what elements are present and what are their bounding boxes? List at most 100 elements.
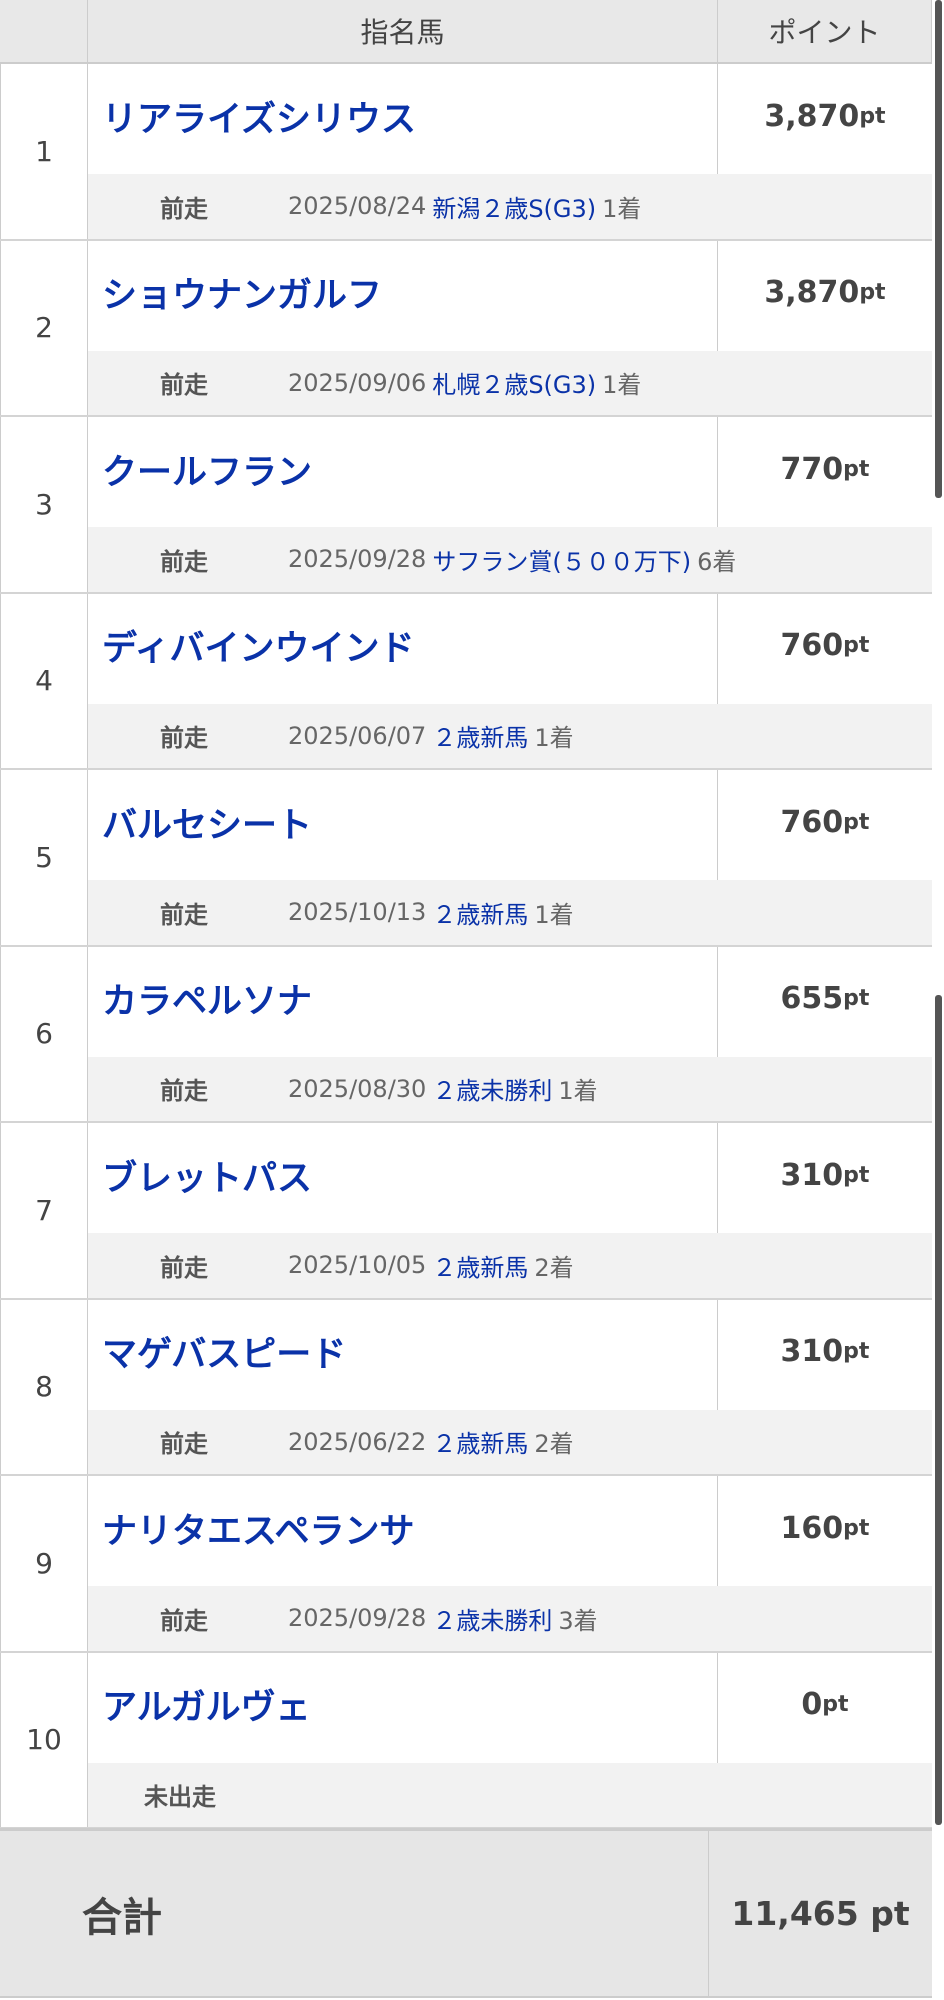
points-unit: pt xyxy=(843,809,870,835)
prev-race-info: 前走 2025/09/28 ２歳未勝利 3着 xyxy=(88,1586,932,1651)
points-value: 760 xyxy=(780,804,844,840)
points-value: 770 xyxy=(780,451,844,487)
horse-points: 3,870 pt xyxy=(718,241,932,351)
points-unit: pt xyxy=(859,103,886,129)
table-row: 6 カラペルソナ 655 pt 前走 2025/08/30 ２歳未勝利 1着 xyxy=(0,946,932,1123)
prev-race-date: 2025/06/22 xyxy=(288,1427,427,1456)
horse-name-link[interactable]: カラペルソナ xyxy=(88,946,718,1057)
prev-race-label: 前走 xyxy=(160,1430,208,1459)
horse-points: 760 pt xyxy=(718,594,932,704)
prev-race-link[interactable]: 新潟２歳S(G3) xyxy=(432,194,597,223)
rank: 8 xyxy=(0,1299,88,1474)
table-row: 7 ブレットパス 310 pt 前走 2025/10/05 ２歳新馬 2着 xyxy=(0,1123,932,1300)
points-unit: pt xyxy=(843,633,870,658)
horse-name-link[interactable]: リアライズシリウス xyxy=(88,64,718,174)
points-value: 160 xyxy=(780,1510,844,1546)
prev-race-link[interactable]: ２歳新馬 xyxy=(432,1253,529,1282)
header-rank xyxy=(0,0,88,62)
header-horse: 指名馬 xyxy=(88,0,718,62)
prev-race-link[interactable]: サフラン賞(５００万下) xyxy=(432,547,692,576)
table-row: 1 リアライズシリウス 3,870 pt 前走 2025/08/24 新潟２歳S(… xyxy=(0,64,932,241)
prev-race-link[interactable]: ２歳未勝利 xyxy=(432,1606,553,1635)
prev-race-link[interactable]: ２歳新馬 xyxy=(432,1430,529,1459)
horse-points: 760 pt xyxy=(718,770,932,880)
table-row: 5 バルセシート 760 pt 前走 2025/10/13 ２歳新馬 1着 xyxy=(0,770,932,947)
points-unit: pt xyxy=(843,986,870,1011)
prev-race-label: 前走 xyxy=(160,371,208,400)
points-value: 0 xyxy=(801,1687,823,1722)
points-unit: pt xyxy=(859,280,886,305)
points-value: 655 xyxy=(780,981,844,1016)
points-value: 3,870 xyxy=(764,98,860,134)
header-points: ポイント xyxy=(718,0,932,62)
horse-points: 655 pt xyxy=(718,947,932,1057)
prev-race-info: 前走 2025/10/05 ２歳新馬 2着 xyxy=(88,1233,932,1298)
prev-race-result: 1着 xyxy=(558,1077,598,1106)
horse-points: 770 pt xyxy=(718,417,932,527)
horse-points: 160 pt xyxy=(718,1476,932,1586)
prev-race-date: 2025/09/06 xyxy=(288,368,427,397)
points-value: 3,870 xyxy=(764,275,860,310)
rank: 10 xyxy=(0,1652,88,1827)
horse-name-link[interactable]: ディバインウインド xyxy=(88,593,718,704)
points-unit: pt xyxy=(843,456,870,482)
not-started-label: 未出走 xyxy=(144,1783,216,1812)
prev-race-link[interactable]: 札幌２歳S(G3) xyxy=(432,371,597,400)
table-row: 4 ディバインウインド 760 pt 前走 2025/06/07 ２歳新馬 1着 xyxy=(0,593,932,770)
prev-race-date: 2025/08/24 xyxy=(288,192,427,221)
points-unit: pt xyxy=(822,1692,849,1717)
horse-name-link[interactable]: ショウナンガルフ xyxy=(88,240,718,351)
rank: 9 xyxy=(0,1476,88,1651)
prev-race-result: 1着 xyxy=(602,194,642,223)
points-unit: pt xyxy=(843,1162,870,1188)
points-value: 310 xyxy=(780,1334,844,1369)
prev-race-date: 2025/09/28 xyxy=(288,1604,427,1633)
prev-race-label: 前走 xyxy=(160,1606,208,1635)
horse-name-link[interactable]: バルセシート xyxy=(88,770,718,880)
horse-name-link[interactable]: ブレットパス xyxy=(88,1123,718,1233)
table-row: 2 ショウナンガルフ 3,870 pt 前走 2025/09/06 札幌２歳S(G… xyxy=(0,240,932,417)
horse-name-link[interactable]: ナリタエスペランサ xyxy=(88,1476,718,1586)
prev-race-label: 前走 xyxy=(160,724,208,753)
prev-race-result: 2着 xyxy=(534,1253,574,1282)
points-value: 310 xyxy=(780,1157,844,1193)
prev-race-label: 前走 xyxy=(160,547,208,576)
rank: 3 xyxy=(0,417,88,592)
prev-race-info: 前走 2025/06/07 ２歳新馬 1着 xyxy=(88,703,932,768)
prev-race-info: 前走 2025/06/22 ２歳新馬 2着 xyxy=(88,1409,932,1474)
prev-race-info: 前走 2025/08/30 ２歳未勝利 1着 xyxy=(88,1056,932,1121)
total-row: 合計 11,465 pt xyxy=(0,1828,932,1998)
prev-race-label: 前走 xyxy=(160,1077,208,1106)
points-unit: pt xyxy=(843,1515,870,1541)
horse-name-link[interactable]: マゲバスピード xyxy=(88,1299,718,1410)
table-row: 3 クールフラン 770 pt 前走 2025/09/28 サフラン賞(５００万下… xyxy=(0,417,932,594)
points-value: 760 xyxy=(780,628,844,663)
horse-points: 310 pt xyxy=(718,1123,932,1233)
table-header: 指名馬 ポイント xyxy=(0,0,932,64)
prev-race-result: 1着 xyxy=(534,724,574,753)
prev-race-result: 1着 xyxy=(534,900,574,929)
scrollbar-thumb[interactable] xyxy=(935,0,942,498)
total-label: 合計 xyxy=(0,1831,709,1996)
prev-race-result: 2着 xyxy=(534,1430,574,1459)
inner-scrollbar-thumb[interactable] xyxy=(935,995,942,1825)
prev-race-link[interactable]: ２歳新馬 xyxy=(432,900,529,929)
rank: 1 xyxy=(0,64,88,239)
table-row: 8 マゲバスピード 310 pt 前走 2025/06/22 ２歳新馬 2着 xyxy=(0,1299,932,1476)
points-unit: pt xyxy=(843,1339,870,1364)
prev-race-link[interactable]: ２歳新馬 xyxy=(432,724,529,753)
rank: 4 xyxy=(0,593,88,768)
prev-race-date: 2025/06/07 xyxy=(288,721,427,750)
prev-race-info: 前走 2025/09/28 サフラン賞(５００万下) 6着 xyxy=(88,527,932,592)
horse-name-link[interactable]: クールフラン xyxy=(88,417,718,527)
horse-points: 310 pt xyxy=(718,1300,932,1410)
horse-points: 0 pt xyxy=(718,1653,932,1763)
horse-name-link[interactable]: アルガルヴェ xyxy=(88,1652,718,1763)
rank: 2 xyxy=(0,240,88,415)
rank: 6 xyxy=(0,946,88,1121)
total-value: 11,465 pt xyxy=(731,1894,910,1933)
prev-race-date: 2025/08/30 xyxy=(288,1074,427,1103)
prev-race-info: 前走 2025/08/24 新潟２歳S(G3) 1着 xyxy=(88,174,932,239)
prev-race-link[interactable]: ２歳未勝利 xyxy=(432,1077,553,1106)
prev-race-date: 2025/09/28 xyxy=(288,545,427,574)
